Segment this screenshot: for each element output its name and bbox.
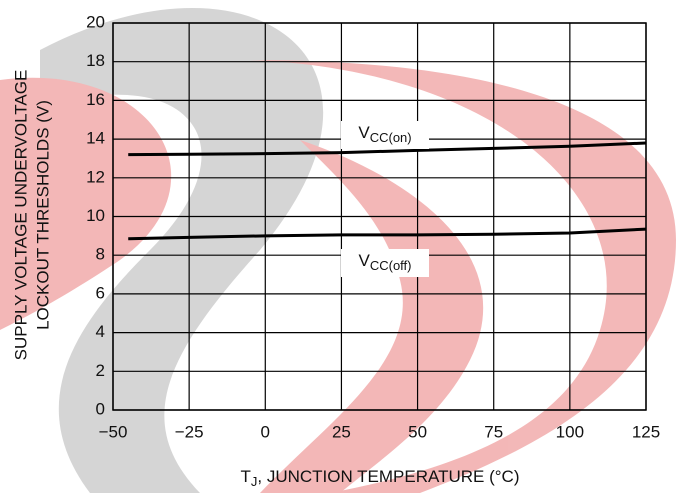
x-label-sub: J	[251, 474, 258, 489]
y-tick-label: 18	[86, 51, 105, 70]
x-axis-label: TJ, JUNCTION TEMPERATURE (°C)	[240, 467, 519, 489]
y-label-line: SUPPLY VOLTAGE UNDERVOLTAGE	[11, 70, 30, 361]
y-label-line: LOCKOUT THRESHOLDS (V)	[33, 100, 52, 330]
y-tick-label: 10	[86, 206, 105, 225]
x-tick-label: 25	[332, 422, 351, 441]
x-label-main: T	[240, 467, 250, 486]
plot-frame	[112, 22, 647, 411]
x-tick-label: 75	[484, 422, 503, 441]
label-background	[341, 121, 429, 149]
series-label: VCC(off)	[359, 251, 412, 273]
x-tick-label: −25	[175, 422, 204, 441]
series-line	[128, 141, 647, 157]
x-tick-label: 125	[632, 422, 660, 441]
y-tick-label: 0	[96, 399, 105, 418]
y-axis-label: SUPPLY VOLTAGE UNDERVOLTAGE LOCKOUT THRE…	[11, 70, 52, 361]
y-tick-label: 12	[86, 167, 105, 186]
watermark-red	[260, 140, 484, 493]
y-tick-label: 4	[96, 322, 105, 341]
label-background	[341, 249, 429, 277]
x-tick-label: 100	[556, 422, 584, 441]
y-tick-label: 20	[86, 12, 105, 31]
x-label-rest: , JUNCTION TEMPERATURE (°C)	[257, 467, 519, 486]
y-tick-label: 16	[86, 90, 105, 109]
series-label-main: V	[358, 123, 370, 142]
y-tick-label: 2	[96, 361, 105, 380]
x-tick-label: 50	[408, 422, 427, 441]
y-tick-label: 14	[86, 129, 105, 148]
x-tick-label: 0	[261, 422, 270, 441]
series-label: VCC(on)	[358, 123, 411, 145]
y-tick-label: 8	[96, 245, 105, 264]
watermark-red	[0, 77, 172, 330]
y-tick-label: 6	[96, 283, 105, 302]
series-label-main: V	[359, 251, 371, 270]
x-tick-label: −50	[99, 422, 128, 441]
watermark-gray	[40, 8, 323, 493]
series-line	[128, 227, 647, 241]
series-label-sub: CC(off)	[370, 258, 412, 273]
series-label-sub: CC(on)	[370, 130, 412, 145]
